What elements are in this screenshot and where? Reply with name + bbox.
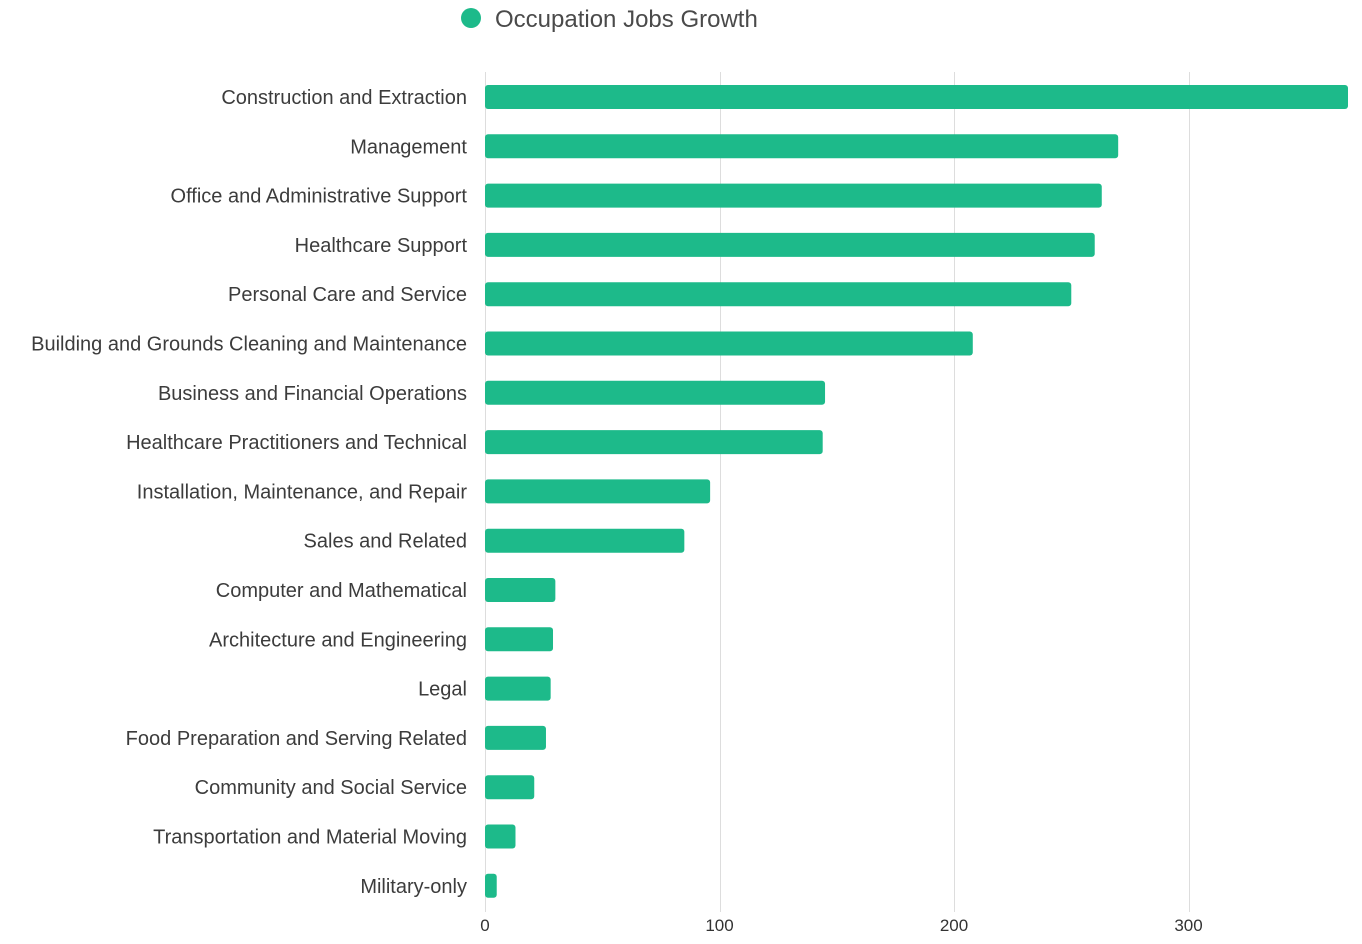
category-label: Architecture and Engineering bbox=[209, 629, 467, 651]
bar[interactable] bbox=[485, 479, 711, 504]
bars bbox=[485, 85, 1348, 898]
category-label: Food Preparation and Serving Related bbox=[126, 728, 467, 750]
category-label: Office and Administrative Support bbox=[171, 186, 468, 208]
x-tick-label: 100 bbox=[705, 916, 733, 935]
bar[interactable] bbox=[485, 85, 1348, 109]
x-tick-label: 200 bbox=[940, 916, 968, 935]
category-label: Transportation and Material Moving bbox=[153, 827, 467, 849]
bar[interactable] bbox=[485, 282, 1072, 307]
category-label: Legal bbox=[418, 679, 467, 701]
bar[interactable] bbox=[485, 578, 556, 602]
bar[interactable] bbox=[485, 824, 516, 849]
category-label: Community and Social Service bbox=[195, 777, 467, 799]
category-label: Management bbox=[350, 136, 467, 158]
bar[interactable] bbox=[485, 183, 1102, 208]
bar[interactable] bbox=[485, 380, 826, 405]
bar[interactable] bbox=[485, 134, 1119, 159]
category-label: Sales and Related bbox=[304, 531, 467, 553]
bar[interactable] bbox=[485, 775, 535, 800]
legend-marker bbox=[461, 8, 481, 28]
x-tick-label: 300 bbox=[1174, 916, 1202, 935]
bar[interactable] bbox=[485, 725, 546, 750]
bar[interactable] bbox=[485, 430, 823, 455]
category-label: Military-only bbox=[360, 876, 467, 898]
bar[interactable] bbox=[485, 627, 554, 652]
bar[interactable] bbox=[485, 331, 973, 356]
legend[interactable]: Occupation Jobs Growth bbox=[461, 6, 758, 33]
bar[interactable] bbox=[485, 528, 685, 553]
category-label: Healthcare Practitioners and Technical bbox=[126, 432, 467, 454]
category-label: Personal Care and Service bbox=[228, 284, 467, 306]
category-labels: Construction and Extraction Management Off… bbox=[31, 87, 467, 898]
bar[interactable] bbox=[485, 676, 551, 701]
category-label: Computer and Mathematical bbox=[216, 580, 467, 602]
category-label: Building and Grounds Cleaning and Mainte… bbox=[31, 334, 467, 356]
bar[interactable] bbox=[485, 873, 497, 898]
bar[interactable] bbox=[485, 232, 1095, 257]
x-tick-label: 0 bbox=[480, 916, 489, 935]
legend-label: Occupation Jobs Growth bbox=[495, 6, 758, 33]
category-label: Construction and Extraction bbox=[221, 87, 467, 109]
category-label: Business and Financial Operations bbox=[158, 383, 467, 405]
category-label: Installation, Maintenance, and Repair bbox=[137, 481, 468, 503]
x-axis-ticks: 0 100 200 300 bbox=[480, 916, 1202, 935]
category-label: Healthcare Support bbox=[295, 235, 468, 257]
